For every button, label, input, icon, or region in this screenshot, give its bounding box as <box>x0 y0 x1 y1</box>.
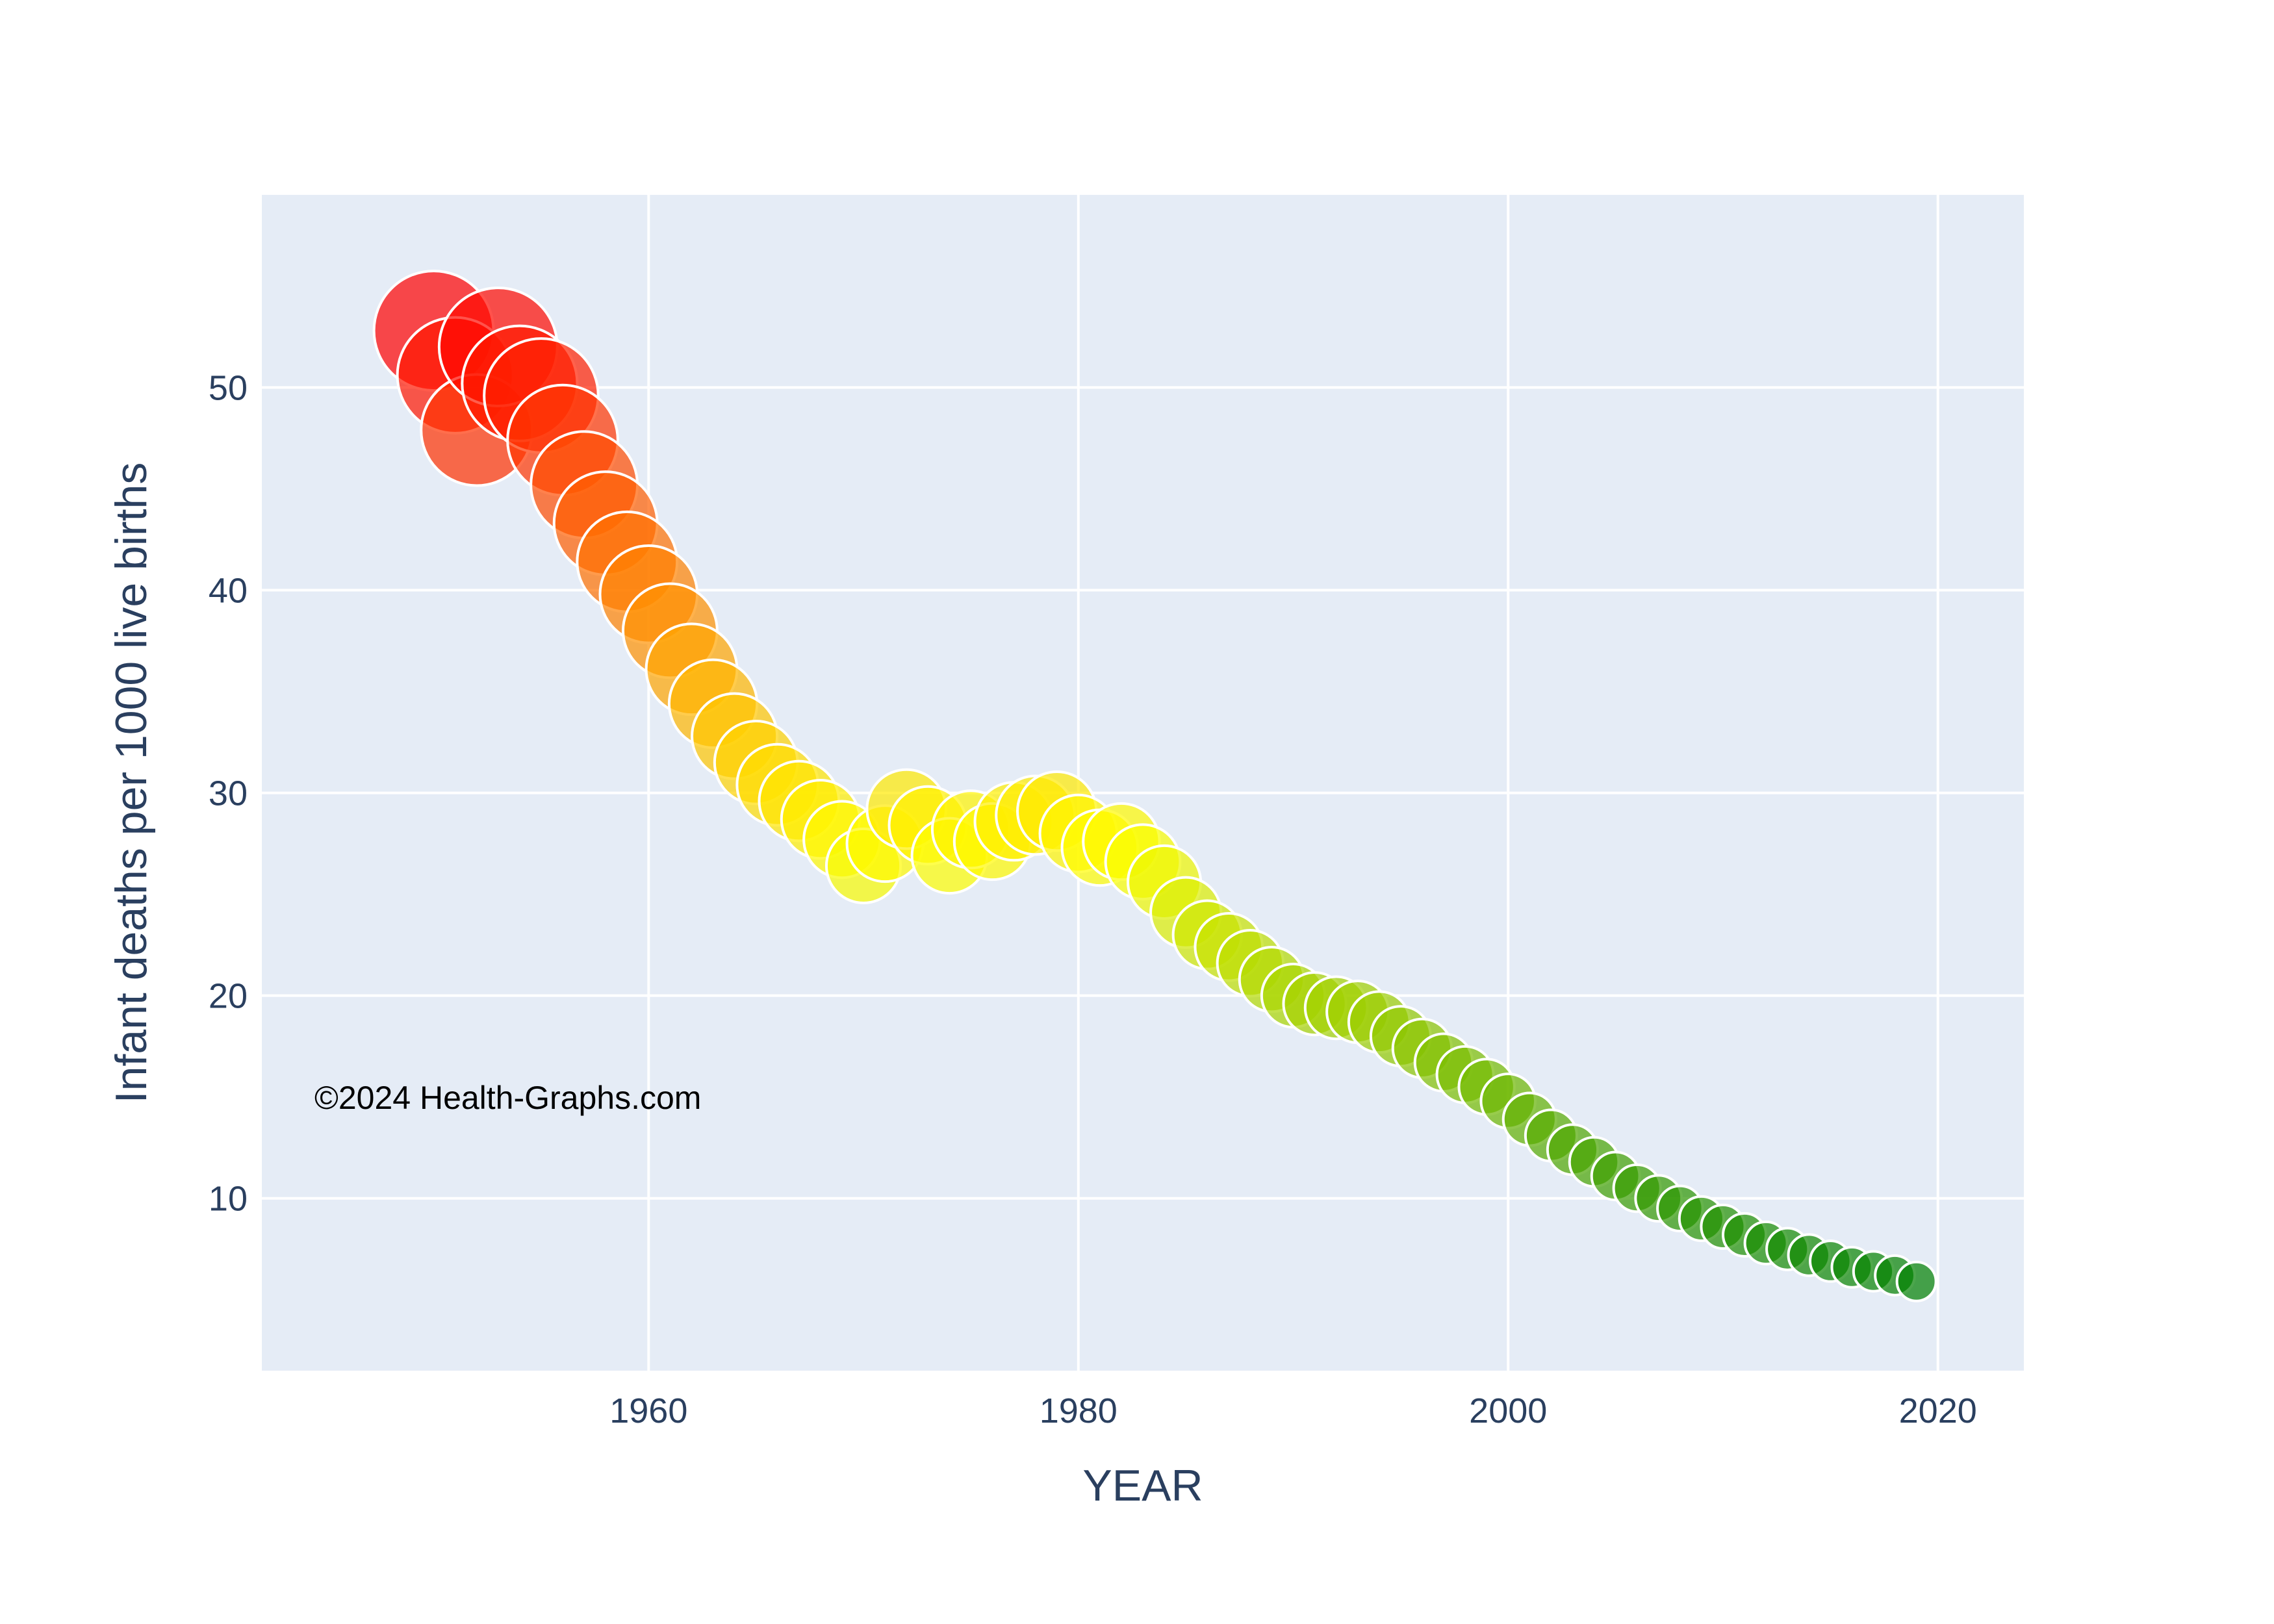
y-tick-label: 20 <box>209 977 248 1016</box>
y-tick-label: 10 <box>209 1180 248 1219</box>
data-markers <box>372 270 1937 1302</box>
y-tick-label: 40 <box>209 572 248 611</box>
x-tick-label: 1960 <box>609 1391 687 1430</box>
y-tick-label: 30 <box>209 774 248 813</box>
x-tick-label: 2020 <box>1899 1391 1977 1430</box>
y-tick-label: 50 <box>209 368 248 407</box>
tick-labels: 1960 1980 2000 2020 10 20 30 40 50 <box>209 368 1977 1430</box>
x-axis-title: YEAR <box>1082 1461 1203 1510</box>
watermark-annotation: ©2024 Health-Graphs.com <box>314 1080 701 1116</box>
x-tick-label: 2000 <box>1469 1391 1547 1430</box>
data-point <box>1895 1260 1937 1302</box>
x-tick-label: 1980 <box>1040 1391 1118 1430</box>
y-axis-title: Infant deaths per 1000 live births <box>107 463 156 1104</box>
